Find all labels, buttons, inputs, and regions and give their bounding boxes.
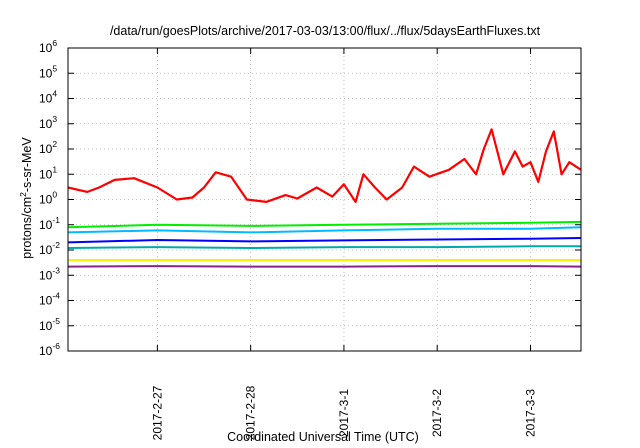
y-tick-label: 10-4: [39, 291, 60, 308]
y-tick-label: 10-3: [39, 265, 60, 282]
series-line-2: [67, 220, 582, 229]
grid-lines: [68, 48, 581, 351]
x-tick-label: 2017-3-3: [523, 389, 537, 437]
y-tick-label: 10-5: [39, 316, 60, 333]
series-line-1: [67, 128, 582, 203]
y-tick-label: 100: [39, 190, 57, 207]
y-tick-label: 105: [39, 63, 57, 80]
chart-title: /data/run/goesPlots/archive/2017-03-03/1…: [110, 24, 541, 38]
series-line-3: [67, 226, 582, 234]
x-tick-label: 2017-3-1: [337, 389, 351, 437]
y-tick-label: 103: [39, 114, 57, 131]
y-tick-label: 106: [39, 38, 57, 55]
axis-ticks: [68, 47, 581, 352]
series-line-4: [67, 237, 582, 244]
x-tick-label: 2017-2-27: [150, 385, 164, 440]
series-line-7: [67, 265, 582, 268]
y-tick-label: 101: [39, 164, 57, 181]
y-tick-label: 10-1: [39, 215, 60, 232]
y-tick-label: 102: [39, 139, 57, 156]
y-tick-label: 10-6: [39, 341, 60, 358]
x-tick-label: 2017-2-28: [244, 385, 258, 440]
x-tick-label: 2017-3-2: [430, 389, 444, 437]
x-tick-labels: 2017-2-27 2017-2-28 2017-3-1 2017-3-2 2017-3…: [150, 385, 537, 440]
y-tick-label: 104: [39, 89, 57, 106]
y-axis-label: protons/cm2-s-sr-MeV: [18, 137, 34, 259]
y-tick-label: 10-2: [39, 240, 60, 257]
series-line-5: [67, 245, 581, 249]
series-layer: [67, 128, 582, 268]
x-axis-label: Coordinated Universal Time (UTC): [227, 430, 419, 444]
y-tick-labels: 10-6 10-5 10-4 10-3 10-2 10-1 100 101 102 103 104 1…: [39, 38, 60, 358]
